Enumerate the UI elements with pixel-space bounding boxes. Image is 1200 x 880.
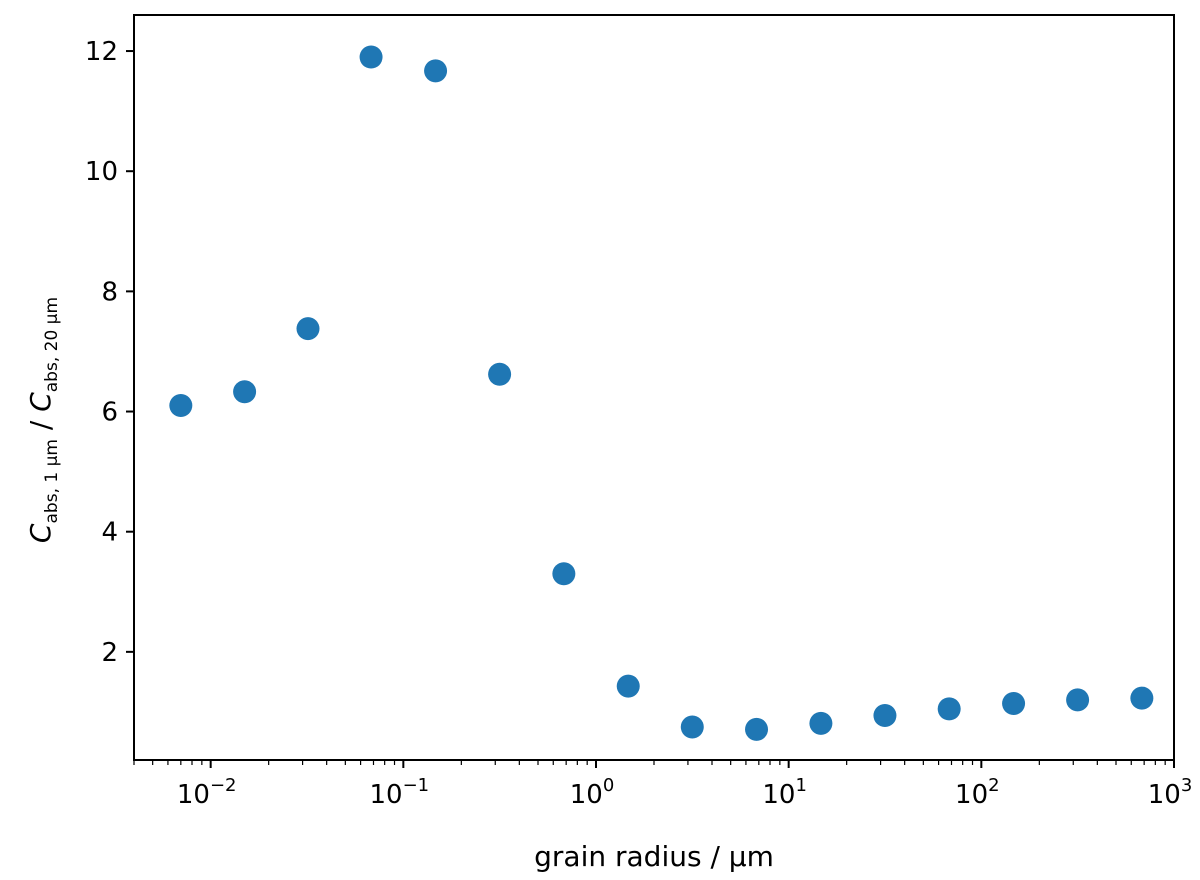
x-tick-base: 10: [570, 780, 603, 810]
x-tick-exponent: −2: [210, 775, 237, 796]
x-tick-base: 10: [177, 780, 210, 810]
x-tick-label: 10−1: [370, 775, 430, 810]
x-axis-label: grain radius / μm: [534, 840, 774, 873]
x-tick-base: 10: [1148, 780, 1181, 810]
y-tick-label: 4: [101, 518, 118, 548]
x-tick-label: 101: [762, 775, 807, 810]
data-point: [424, 59, 448, 83]
y-label-sub1: abs, 1 μm: [42, 439, 62, 523]
data-point: [233, 380, 257, 404]
data-point: [873, 704, 897, 728]
y-tick-label: 2: [101, 638, 118, 668]
y-tick-label: 10: [85, 157, 118, 187]
data-point: [937, 697, 961, 721]
x-tick-base: 10: [955, 780, 988, 810]
data-point: [680, 715, 704, 739]
data-point: [552, 562, 576, 586]
data-point: [169, 394, 193, 418]
data-point: [616, 674, 640, 698]
x-tick-exponent: 0: [603, 775, 614, 796]
x-tick-exponent: 1: [795, 775, 806, 796]
x-tick-label: 10−2: [177, 775, 237, 810]
y-label-sub2: abs, 20 μm: [42, 297, 62, 392]
x-tick-label: 100: [570, 775, 615, 810]
x-tick-label: 102: [955, 775, 1000, 810]
plot-frame: [133, 14, 1175, 761]
x-tick-exponent: 2: [988, 775, 999, 796]
y-tick-label: 8: [101, 277, 118, 307]
y-tick-label: 12: [85, 37, 118, 67]
x-tick-label: 103: [1148, 775, 1193, 810]
data-point: [1066, 688, 1090, 712]
data-point: [1002, 692, 1026, 716]
x-tick-base: 10: [370, 780, 403, 810]
x-tick-base: 10: [762, 780, 795, 810]
data-point: [296, 317, 320, 341]
y-label-separator: /: [24, 412, 57, 439]
data-point: [488, 362, 512, 386]
y-label-c1: C: [24, 523, 57, 543]
y-tick-label: 6: [101, 398, 118, 428]
x-tick-exponent: −1: [403, 775, 430, 796]
data-point: [745, 717, 769, 741]
y-axis-label: Cabs, 1 μm / Cabs, 20 μm: [24, 297, 62, 543]
data-point: [1130, 686, 1154, 710]
data-point: [809, 711, 833, 735]
x-tick-exponent: 3: [1181, 775, 1192, 796]
data-point: [359, 45, 383, 69]
y-label-c2: C: [24, 392, 57, 412]
data-points: [169, 45, 1154, 741]
